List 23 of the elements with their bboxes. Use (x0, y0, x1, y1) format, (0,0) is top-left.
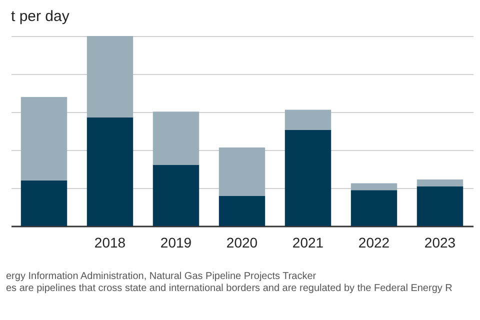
x-tick-label: 2019 (160, 234, 192, 250)
bar (416, 186, 464, 226)
bar (218, 148, 266, 196)
x-tick-label: 2020 (226, 234, 258, 250)
x-tick-label: 2022 (358, 234, 390, 250)
text: es are pipelines that cross state and international borders and are regulated by the Federal Energy R (6, 283, 454, 295)
chart-title: t per day (11, 8, 70, 25)
bar (152, 165, 200, 226)
bar (416, 179, 464, 186)
bar (86, 36, 134, 118)
bar (284, 110, 332, 130)
bar (350, 183, 398, 190)
bar (218, 196, 266, 226)
x-tick-label: 2021 (292, 234, 324, 250)
bar (152, 112, 200, 166)
text: ergy Information Administration, Natural Gas Pipeline Projects Tracker (6, 271, 318, 283)
x-tick-label: 2018 (94, 234, 126, 250)
bar (350, 190, 398, 226)
bar (20, 96, 68, 180)
bar (284, 130, 332, 226)
x-tick-label: 2023 (424, 234, 456, 250)
bar (86, 118, 134, 226)
bar (20, 180, 68, 226)
